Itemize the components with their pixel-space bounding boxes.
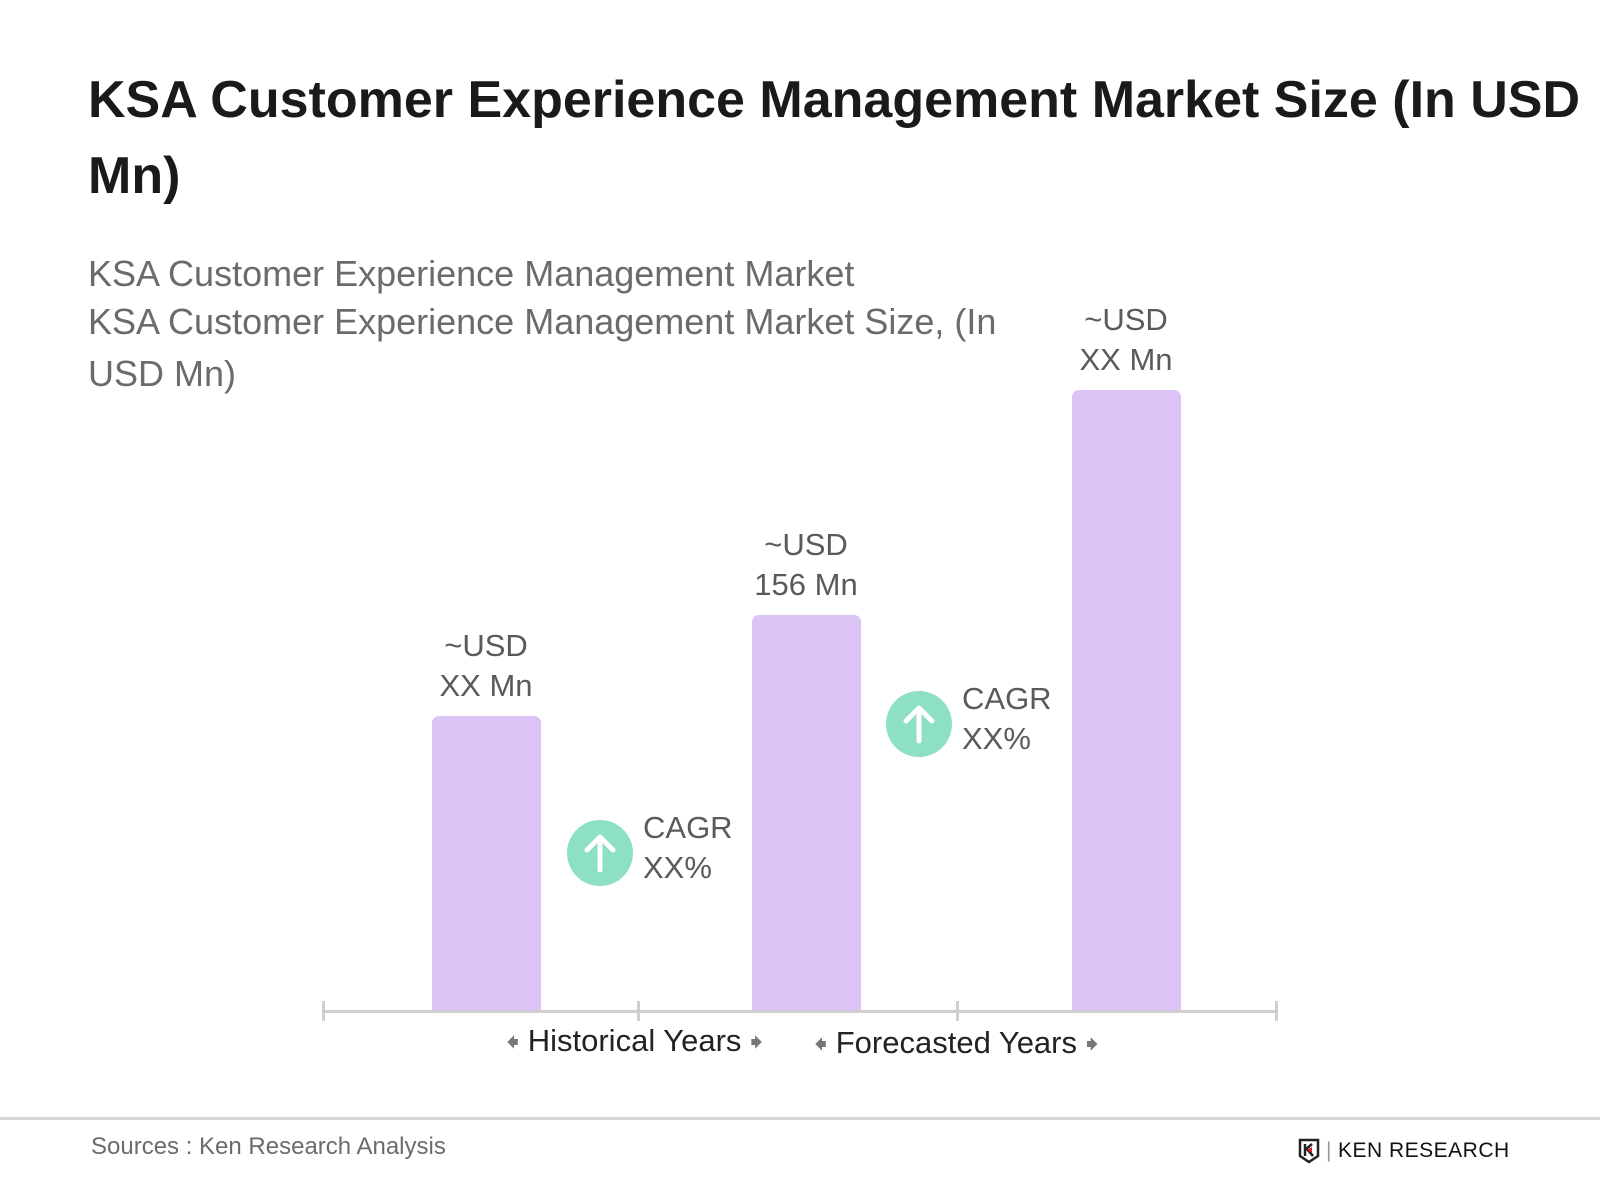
arrow-left-icon: 🠸 (506, 1027, 520, 1057)
data-label-line: 156 Mn (754, 567, 858, 602)
chart-subtitle-2: KSA Customer Experience Management Marke… (88, 301, 997, 394)
cagr-text-line: XX% (962, 721, 1031, 756)
chart-title: KSA Customer Experience Management Marke… (88, 71, 1581, 205)
data-label-line: ~USD (444, 628, 528, 664)
historical-years-label: 🠸 Historical Years 🠺 (506, 1023, 763, 1068)
bar (432, 716, 541, 1010)
period-text: Forecasted Years (835, 1025, 1077, 1060)
cagr-annotation: CAGR XX% (962, 679, 1052, 759)
axis-tick (322, 1001, 325, 1021)
data-label-line: XX Mn (439, 668, 533, 704)
cagr-text-line: CAGR (962, 681, 1052, 716)
data-label-line: ~USD (764, 527, 848, 562)
arrow-left-icon: 🠸 (814, 1029, 828, 1059)
cagr-text-line: CAGR (643, 810, 733, 845)
arrow-up-icon (886, 691, 952, 757)
data-label-line: XX Mn (1079, 341, 1173, 377)
axis-tick (637, 1001, 640, 1021)
arrow-right-icon: 🠺 (1085, 1029, 1099, 1059)
data-label: ~USD XX Mn (1026, 300, 1226, 380)
data-label-line: ~USD (1084, 301, 1168, 337)
data-label: ~USD XX Mn (386, 626, 586, 706)
chart-subtitle-1: KSA Customer Experience Management Marke… (88, 253, 855, 294)
arrow-up-icon (567, 820, 633, 886)
ken-logo-icon (1298, 1138, 1320, 1164)
ken-research-logo: | KEN RESEARCH (1298, 1138, 1510, 1164)
arrow-right-icon: 🠺 (750, 1027, 764, 1057)
cagr-text-line: XX% (643, 850, 712, 885)
axis-tick (956, 1001, 959, 1021)
data-label: ~USD 156 Mn (706, 525, 906, 605)
x-axis (322, 1010, 1277, 1013)
bar (752, 615, 861, 1010)
source-note: Sources : Ken Research Analysis (91, 1133, 446, 1160)
axis-tick (1275, 1001, 1278, 1021)
bar (1072, 389, 1181, 1010)
period-text: Historical Years (527, 1023, 742, 1058)
logo-text: KEN RESEARCH (1337, 1139, 1510, 1162)
forecasted-years-label: 🠸 Forecasted Years 🠺 (814, 1025, 1099, 1070)
footer-divider (0, 1117, 1600, 1120)
cagr-annotation: CAGR XX% (643, 808, 733, 888)
